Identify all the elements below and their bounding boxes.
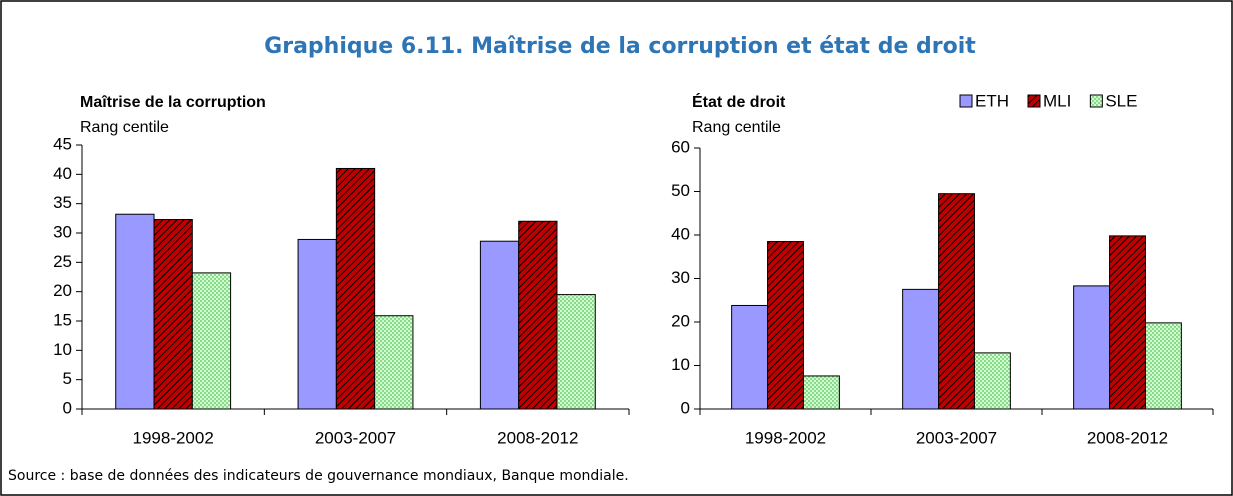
y-tick-label: 40 bbox=[671, 224, 690, 243]
y-axis-label: Rang centile bbox=[80, 119, 169, 136]
bar bbox=[902, 288, 940, 410]
y-tick-label: 20 bbox=[53, 281, 72, 300]
y-tick-label: 45 bbox=[53, 134, 72, 153]
y-axis-label: Rang centile bbox=[692, 119, 781, 136]
bar bbox=[1144, 322, 1182, 410]
y-tick-label: 0 bbox=[63, 398, 72, 417]
bar bbox=[767, 241, 804, 410]
y-tick-label: 15 bbox=[53, 310, 72, 329]
bar bbox=[1073, 285, 1111, 410]
bar bbox=[153, 219, 193, 410]
legend-label: SLE bbox=[1105, 91, 1137, 110]
bar bbox=[802, 375, 840, 410]
y-tick-label: 25 bbox=[53, 252, 72, 271]
legend-label: MLI bbox=[1043, 91, 1071, 110]
bar bbox=[556, 294, 596, 410]
y-tick-label: 40 bbox=[53, 164, 72, 183]
bar bbox=[115, 213, 155, 410]
y-tick-label: 30 bbox=[53, 222, 72, 241]
chart-title: État de droit bbox=[692, 92, 786, 111]
y-tick-label: 60 bbox=[671, 137, 690, 156]
legend-swatch bbox=[1027, 94, 1041, 108]
y-tick-label: 0 bbox=[681, 398, 690, 417]
bar bbox=[518, 220, 558, 410]
bar bbox=[374, 315, 414, 410]
bar bbox=[938, 193, 975, 410]
bar bbox=[731, 304, 769, 410]
x-tick-label: 1998-2002 bbox=[745, 428, 826, 447]
x-tick-label: 1998-2002 bbox=[133, 428, 214, 447]
y-tick-label: 35 bbox=[53, 193, 72, 212]
page-title: Graphique 6.11. Maîtrise de la corruptio… bbox=[264, 34, 976, 59]
legend-swatch bbox=[959, 94, 973, 108]
legend-swatch bbox=[1089, 94, 1103, 108]
bar bbox=[297, 238, 337, 410]
x-tick-label: 2008-2012 bbox=[497, 428, 578, 447]
source-note: Source : base de données des indicateurs… bbox=[8, 468, 629, 484]
x-tick-label: 2003-2007 bbox=[315, 428, 396, 447]
y-tick-label: 10 bbox=[671, 355, 690, 374]
x-tick-label: 2008-2012 bbox=[1087, 428, 1168, 447]
y-tick-label: 50 bbox=[671, 181, 690, 200]
bar bbox=[191, 272, 232, 410]
x-tick-label: 2003-2007 bbox=[916, 428, 997, 447]
y-tick-label: 20 bbox=[671, 311, 690, 330]
y-tick-label: 5 bbox=[63, 369, 72, 388]
legend-label: ETH bbox=[975, 91, 1009, 110]
y-tick-label: 30 bbox=[671, 268, 690, 287]
bar bbox=[479, 240, 520, 410]
bar bbox=[335, 167, 376, 410]
y-tick-label: 10 bbox=[53, 340, 72, 359]
chart-title: Maîtrise de la corruption bbox=[80, 94, 266, 111]
bar bbox=[973, 352, 1011, 410]
bar bbox=[1109, 235, 1146, 410]
